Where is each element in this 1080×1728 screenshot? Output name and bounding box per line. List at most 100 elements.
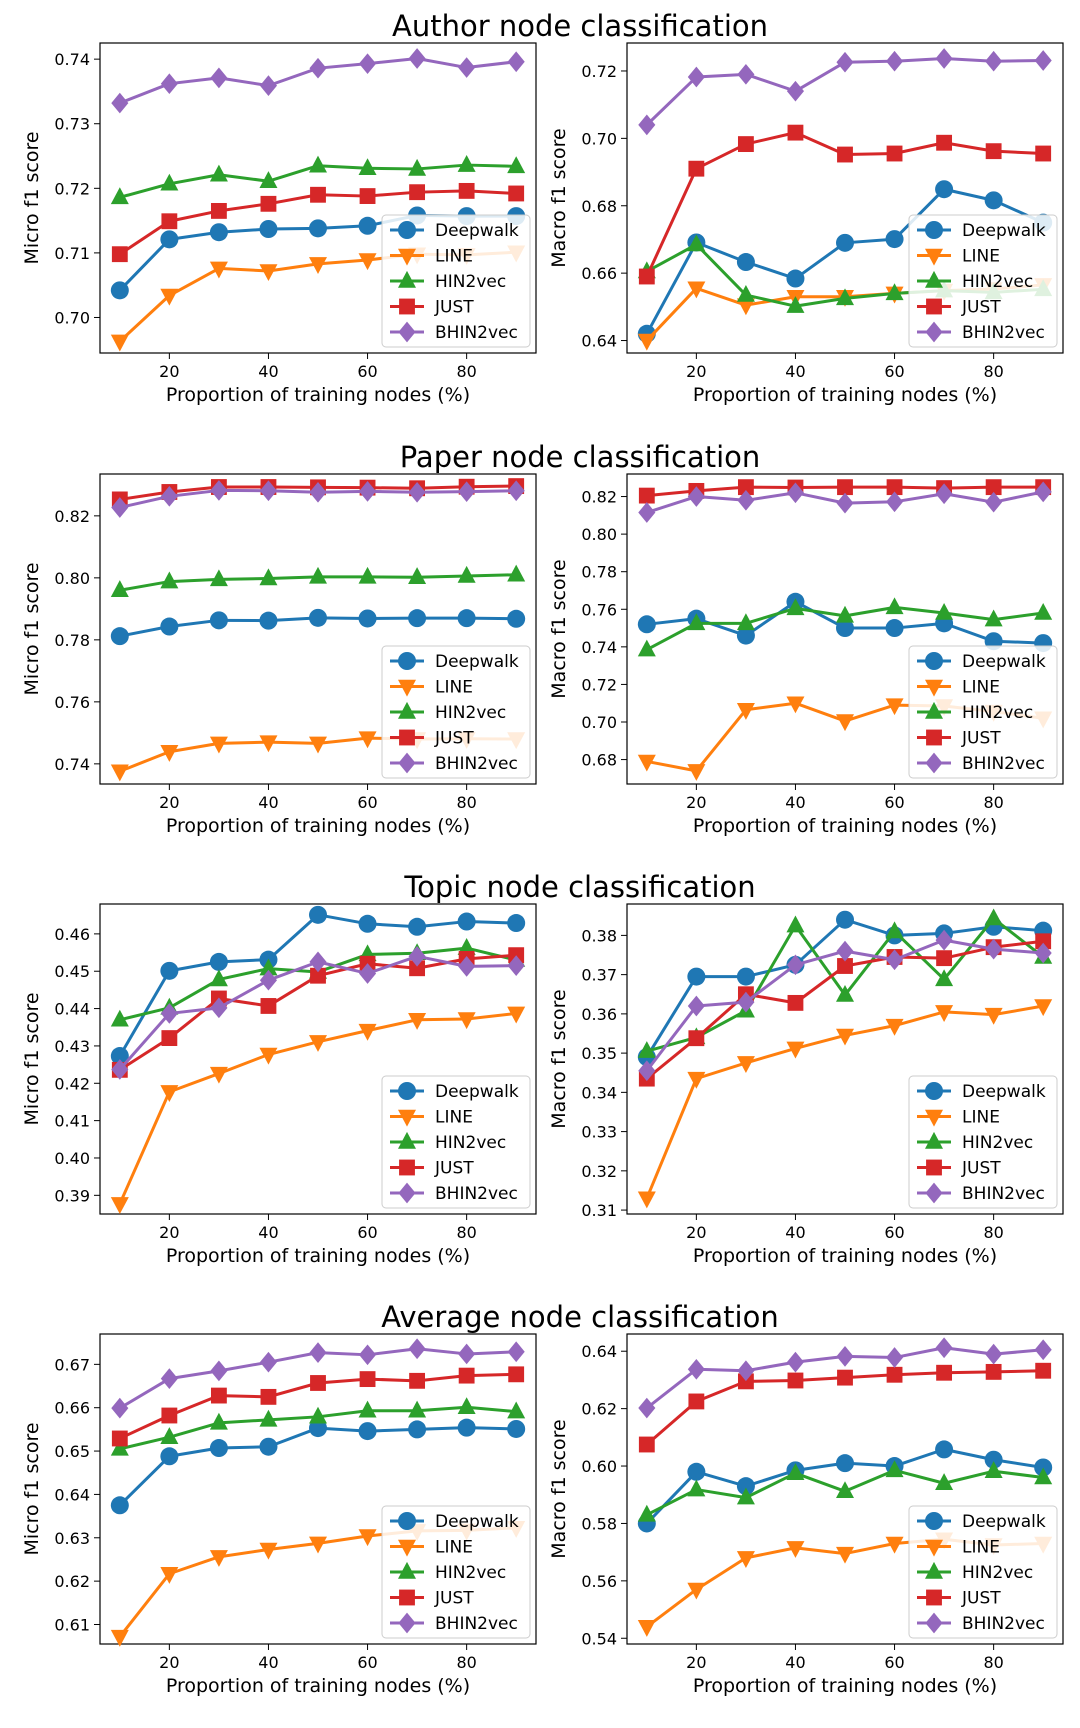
legend-label: BHIN2vec xyxy=(962,323,1045,343)
chart-panel-4: 20 40 60 80 0.39 0.40 0.41 0.42 0.43 0.44 0.45 0.46… xyxy=(21,903,537,1267)
y-tick-label: 0.43 xyxy=(54,1037,90,1056)
legend-marker-deepwalk xyxy=(398,652,416,670)
data-point xyxy=(836,233,854,252)
series-hin2vec xyxy=(637,1460,1053,1522)
data-point xyxy=(985,50,1003,72)
y-axis-label: Macro f1 score xyxy=(548,559,570,698)
legend-entry: HIN2vec xyxy=(390,1131,506,1153)
legend-marker-line xyxy=(398,1539,416,1557)
legend-label: BHIN2vec xyxy=(962,1184,1045,1204)
data-point xyxy=(260,998,277,1014)
chart-panel-5: 20 40 60 80 0.31 0.32 0.33 0.34 0.35 0.36 0.37 0.38… xyxy=(548,903,1064,1267)
legend-marker-hin2vec xyxy=(398,1131,416,1149)
data-point xyxy=(836,605,854,623)
y-tick-label: 0.58 xyxy=(581,1514,617,1533)
data-point xyxy=(737,991,755,1013)
x-tick-label: 20 xyxy=(686,1653,706,1672)
data-point xyxy=(935,1005,954,1022)
data-point xyxy=(161,213,178,230)
x-axis-label: Proportion of training nodes (%) xyxy=(693,1245,997,1267)
legend-entry: LINE xyxy=(390,1538,473,1558)
series-deepwalk xyxy=(110,905,526,1066)
x-tick-label: 60 xyxy=(884,793,904,812)
x-tick-label: 40 xyxy=(785,362,805,381)
data-point xyxy=(507,1341,525,1363)
data-point xyxy=(935,1473,954,1491)
x-tick-label: 60 xyxy=(884,1653,904,1672)
data-point xyxy=(111,92,129,114)
legend-entry: HIN2vec xyxy=(390,701,506,723)
legend-label: JUST xyxy=(961,298,1001,318)
legend-marker-line xyxy=(398,679,416,697)
data-point xyxy=(310,1375,326,1391)
data-point xyxy=(787,994,804,1011)
y-tick-label: 0.70 xyxy=(54,308,90,327)
data-point xyxy=(160,485,178,507)
y-tick-label: 0.35 xyxy=(581,1044,617,1063)
data-point xyxy=(310,967,326,984)
data-point xyxy=(160,961,179,980)
data-point xyxy=(935,1440,954,1459)
data-point xyxy=(836,1028,854,1046)
y-tick-label: 0.64 xyxy=(581,1342,617,1361)
data-point xyxy=(160,1427,179,1444)
y-axis-label: Micro f1 score xyxy=(21,131,43,264)
x-axis-label: Proportion of training nodes (%) xyxy=(166,815,470,837)
legend-marker-deepwalk xyxy=(398,1082,416,1100)
y-tick-label: 0.62 xyxy=(54,1572,90,1591)
data-point xyxy=(408,158,427,176)
data-point xyxy=(1034,481,1052,503)
data-point xyxy=(837,146,853,163)
data-point xyxy=(1035,1362,1052,1379)
data-point xyxy=(637,1191,656,1209)
y-tick-label: 0.54 xyxy=(581,1629,617,1648)
data-point xyxy=(936,134,953,151)
legend-marker-just xyxy=(926,298,942,315)
data-point xyxy=(359,1371,376,1388)
data-point xyxy=(259,969,278,991)
legend-label: LINE xyxy=(962,1538,1000,1558)
y-tick-label: 0.56 xyxy=(581,1572,617,1591)
legend-entry: HIN2vec xyxy=(917,1131,1033,1153)
y-tick-label: 0.82 xyxy=(581,488,617,507)
data-point xyxy=(885,491,904,513)
x-tick-label: 60 xyxy=(884,362,904,381)
data-point xyxy=(310,186,326,203)
row-title-average: Average node classification xyxy=(381,1300,778,1334)
x-tick-label: 60 xyxy=(357,362,377,381)
data-point xyxy=(111,1059,129,1080)
series-line xyxy=(118,1426,517,1507)
legend-entry: LINE xyxy=(917,247,1000,267)
x-axis-label: Proportion of training nodes (%) xyxy=(166,1675,470,1697)
y-tick-label: 0.76 xyxy=(54,693,90,712)
data-point xyxy=(507,1401,526,1419)
legend: Deepwalk LINE HIN2vec JUST BHIN2vec xyxy=(381,1505,531,1639)
legend-label: Deepwalk xyxy=(435,221,519,241)
legend-entry: Deepwalk xyxy=(917,652,1046,672)
data-point xyxy=(687,613,706,631)
y-tick-label: 0.62 xyxy=(581,1400,617,1419)
data-point xyxy=(836,714,854,732)
data-point xyxy=(259,1542,278,1560)
legend-marker-hin2vec xyxy=(398,270,416,288)
data-point xyxy=(885,597,904,615)
data-point xyxy=(309,608,327,627)
legend-label: HIN2vec xyxy=(435,272,506,292)
y-tick-label: 0.71 xyxy=(54,244,90,263)
legend: Deepwalk LINE HIN2vec JUST BHIN2vec xyxy=(908,645,1058,779)
data-point xyxy=(786,80,805,102)
legend-marker-bhin2vec xyxy=(398,321,416,343)
data-point xyxy=(259,171,278,188)
data-point xyxy=(638,268,655,285)
data-point xyxy=(687,1462,706,1481)
legend-box xyxy=(381,1505,531,1639)
x-tick-label: 20 xyxy=(686,793,706,812)
data-point xyxy=(259,264,278,282)
data-point xyxy=(736,1056,755,1074)
legend-marker-bhin2vec xyxy=(925,1182,943,1204)
y-tick-label: 0.74 xyxy=(54,50,90,69)
legend-entry: Deepwalk xyxy=(390,1082,519,1102)
legend-box xyxy=(908,214,1058,348)
legend-entry: LINE xyxy=(917,1108,1000,1128)
legend-label: HIN2vec xyxy=(962,1563,1033,1583)
